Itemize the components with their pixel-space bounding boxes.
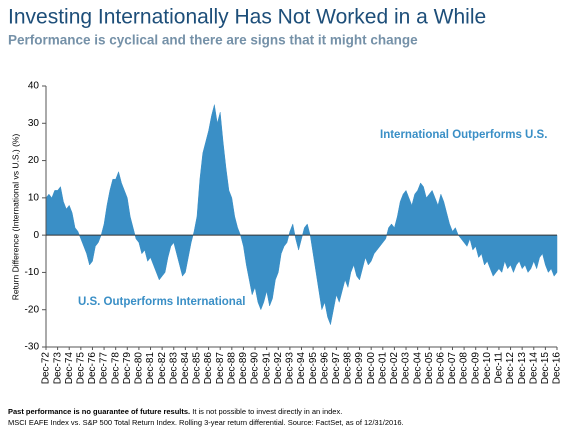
- x-tick-label: Dec-07: [447, 352, 458, 385]
- x-tick-label: Dec-90: [250, 352, 261, 385]
- y-tick-label: 40: [28, 81, 40, 92]
- x-tick-label: Dec-08: [459, 352, 470, 385]
- x-tick-label: Dec-00: [366, 352, 377, 385]
- footnote: Past performance is no guarantee of futu…: [8, 407, 342, 416]
- x-tick-label: Dec-79: [122, 352, 133, 385]
- x-tick-label: Dec-03: [401, 352, 412, 385]
- x-tick-label: Dec-87: [215, 352, 226, 385]
- x-tick-label: Dec-91: [261, 352, 272, 385]
- x-tick-label: Dec-92: [273, 352, 284, 385]
- chart-title: Investing Internationally Has Not Worked…: [8, 6, 486, 29]
- y-tick-label: 20: [28, 155, 40, 166]
- x-tick-label: Dec-15: [540, 352, 551, 385]
- chart-subtitle: Performance is cyclical and there are si…: [8, 33, 418, 48]
- x-tick-label: Dec-81: [145, 352, 156, 385]
- x-tick-label: Dec-76: [87, 352, 98, 385]
- footnote-text: It is not possible to invest directly in…: [192, 407, 342, 416]
- y-tick-label: -10: [25, 267, 40, 278]
- x-tick-label: Dec-01: [377, 352, 388, 385]
- x-tick-label: Dec-12: [505, 352, 516, 385]
- x-tick-label: Dec-16: [552, 352, 563, 385]
- x-tick-label: Dec-06: [436, 352, 447, 385]
- x-tick-label: Dec-02: [389, 352, 400, 385]
- footnote-bold: Past performance is no guarantee of futu…: [8, 407, 190, 416]
- y-tick-label: -30: [25, 342, 40, 353]
- x-tick-label: Dec-04: [412, 352, 423, 385]
- x-tick-label: Dec-80: [134, 352, 145, 385]
- x-tick-label: Dec-84: [180, 352, 191, 385]
- x-tick-label: Dec-94: [296, 352, 307, 385]
- x-tick-label: Dec-97: [331, 352, 342, 385]
- x-tick-label: Dec-83: [168, 352, 179, 385]
- x-tick-label: Dec-05: [424, 352, 435, 385]
- x-tick-label: Dec-98: [343, 352, 354, 385]
- y-tick-label: 10: [28, 192, 40, 203]
- x-tick-label: Dec-72: [41, 352, 52, 385]
- x-tick-label: Dec-78: [110, 352, 121, 385]
- area: [45, 104, 558, 326]
- x-tick-label: Dec-77: [99, 352, 110, 385]
- x-tick-label: Dec-74: [64, 352, 75, 385]
- annotation: International Outperforms U.S.: [380, 129, 547, 141]
- source: MSCI EAFE Index vs. S&P 500 Total Return…: [8, 418, 404, 427]
- x-tick-label: Dec-96: [319, 352, 330, 385]
- x-tick-label: Dec-14: [528, 352, 539, 385]
- x-tick-label: Dec-93: [285, 352, 296, 385]
- x-tick-label: Dec-99: [354, 352, 365, 385]
- x-tick-label: Dec-85: [192, 352, 203, 385]
- x-tick-label: Dec-09: [470, 352, 481, 385]
- y-tick-label: 0: [33, 230, 39, 241]
- x-tick-label: Dec-11: [494, 352, 505, 384]
- x-tick-label: Dec-10: [482, 352, 493, 385]
- y-tick-label: 30: [28, 118, 40, 129]
- x-tick-label: Dec-86: [203, 352, 214, 385]
- x-tick-label: Dec-89: [238, 352, 249, 385]
- x-tick-label: Dec-13: [517, 352, 528, 385]
- x-tick-label: Dec-95: [308, 352, 319, 385]
- y-tick-label: -20: [25, 304, 40, 315]
- x-tick-label: Dec-73: [52, 352, 63, 385]
- y-axis-label: Return Difference (International vs U.S.…: [10, 134, 20, 301]
- x-tick-label: Dec-75: [75, 352, 86, 385]
- x-tick-label: Dec-82: [157, 352, 168, 385]
- x-tick-label: Dec-88: [226, 352, 237, 385]
- annotation: U.S. Outperforms International: [78, 296, 245, 308]
